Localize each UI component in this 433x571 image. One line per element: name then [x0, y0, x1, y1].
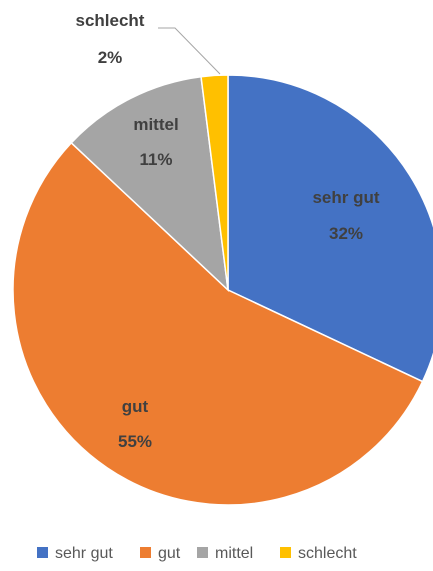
legend-label-gut: gut	[158, 545, 181, 562]
slice-value-gut: 55%	[118, 432, 152, 451]
slice-name-sehr-gut: sehr gut	[312, 188, 379, 207]
data-label-sehr-gut: sehr gut 32%	[312, 188, 379, 243]
legend-label-mittel: mittel	[215, 545, 253, 562]
legend: sehr gut gut mittel schlecht	[37, 545, 357, 562]
legend-label-schlecht: schlecht	[298, 545, 357, 562]
slice-name-mittel: mittel	[133, 115, 178, 134]
slice-name-gut: gut	[122, 397, 149, 416]
data-label-gut: gut 55%	[118, 397, 152, 451]
pie-slices	[12, 74, 433, 506]
slice-value-sehr-gut: 32%	[329, 224, 363, 243]
legend-swatch-gut	[140, 547, 151, 558]
slice-value-mittel: 11%	[139, 150, 172, 169]
pie-slice-gut	[12, 141, 424, 506]
legend-label-sehr-gut: sehr gut	[55, 545, 113, 562]
pie-slice-mittel	[70, 75, 230, 292]
legend-swatch-sehr-gut	[37, 547, 48, 558]
data-label-mittel: mittel 11%	[133, 115, 178, 169]
slice-value-schlecht: 2%	[98, 48, 123, 67]
leader-line-schlecht	[158, 27, 221, 75]
legend-swatch-schlecht	[280, 547, 291, 558]
slice-name-schlecht: schlecht	[76, 11, 145, 30]
pie-slice-sehr-gut	[227, 74, 433, 383]
data-label-schlecht: schlecht 2%	[76, 11, 145, 67]
pie-slice-schlecht	[200, 74, 229, 291]
legend-swatch-mittel	[197, 547, 208, 558]
